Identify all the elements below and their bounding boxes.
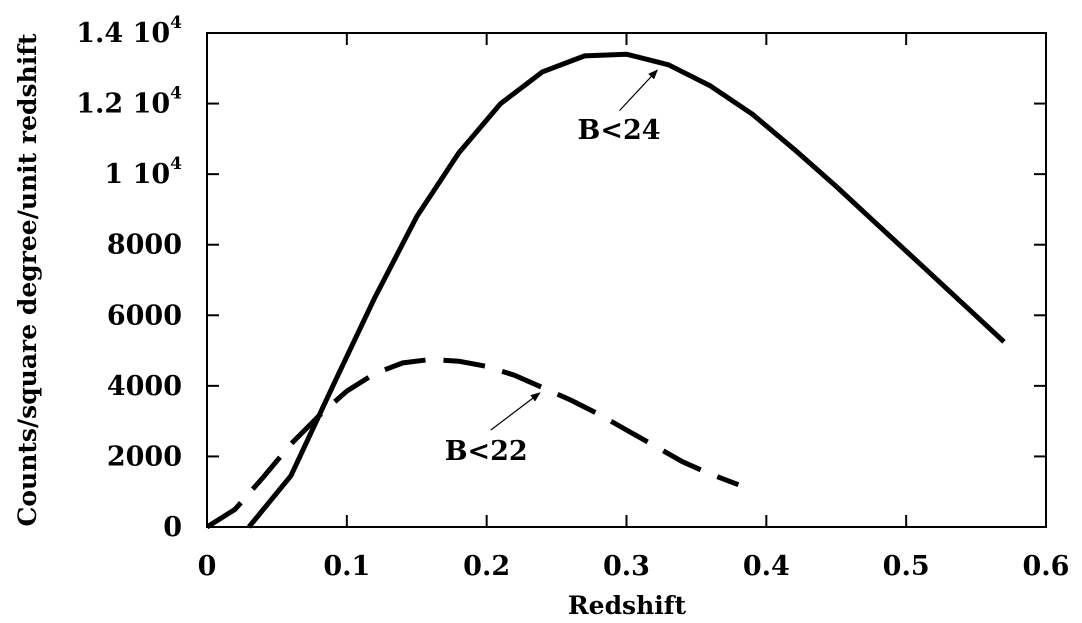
- x-tick-label: 0.6: [1023, 551, 1070, 582]
- annotation-arrow: [490, 392, 541, 431]
- series-line-b-24: [246, 51, 1006, 529]
- x-tick-label: 0: [198, 551, 217, 582]
- ticks: [207, 33, 1046, 527]
- x-tick-label: 0.4: [743, 551, 790, 582]
- series-label: B<24: [578, 115, 661, 146]
- y-tick-label: 1.4 104: [76, 13, 182, 49]
- y-tick-label: 6000: [107, 300, 182, 331]
- y-tick-label: 2000: [107, 441, 182, 472]
- series-lines: [205, 51, 1006, 530]
- plot-frame: [206, 32, 1047, 528]
- x-tick-label: 0.2: [463, 551, 510, 582]
- y-tick-label: 4000: [107, 371, 182, 402]
- annotation-arrow: [619, 69, 658, 112]
- x-axis-title: Redshift: [568, 591, 687, 620]
- x-tick-label: 0.5: [883, 551, 930, 582]
- x-tick-label: 0.3: [603, 551, 650, 582]
- y-tick-label: 1 104: [104, 154, 182, 190]
- series-label: B<22: [445, 436, 528, 467]
- y-tick-label: 8000: [107, 230, 182, 261]
- series-line-b-22: [205, 356, 740, 530]
- y-axis-title: Counts/square degree/unit redshift: [13, 33, 42, 527]
- x-tick-label: 0.1: [323, 551, 370, 582]
- annotations: B<24 B<22: [445, 69, 661, 467]
- y-tick-labels: 0 2000 4000 6000 8000 1 104 1.2 104 1.4 104: [76, 13, 182, 543]
- y-tick-label: 1.2 104: [76, 84, 182, 120]
- x-tick-labels: 0 0.1 0.2 0.3 0.4 0.5 0.6: [198, 551, 1070, 582]
- y-tick-label: 0: [163, 512, 182, 543]
